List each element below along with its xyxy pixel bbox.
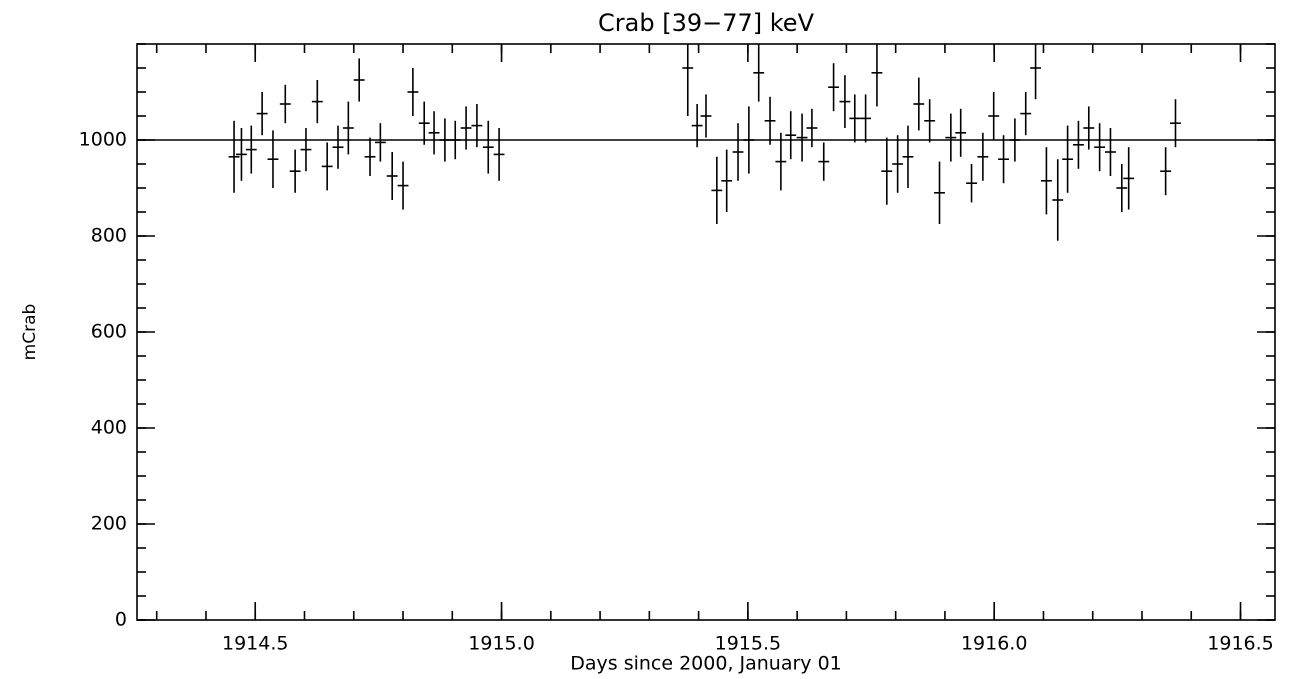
y-tick-label: 200 [91,513,127,535]
y-tick-label: 800 [91,225,127,247]
y-tick-label: 400 [91,417,127,439]
chart-title: Crab [39−77] keV [598,9,815,37]
x-tick-label: 1916.0 [961,633,1027,655]
x-tick-label: 1916.5 [1207,633,1273,655]
x-tick-label: 1915.0 [468,633,534,655]
y-tick-label: 600 [91,321,127,343]
y-tick-label: 0 [115,609,127,631]
x-tick-label: 1915.5 [715,633,781,655]
x-axis-label: Days since 2000, January 01 [570,653,842,675]
y-tick-label: 1000 [79,129,127,151]
y-axis-label: mCrab [20,304,40,361]
x-tick-label: 1914.5 [222,633,288,655]
